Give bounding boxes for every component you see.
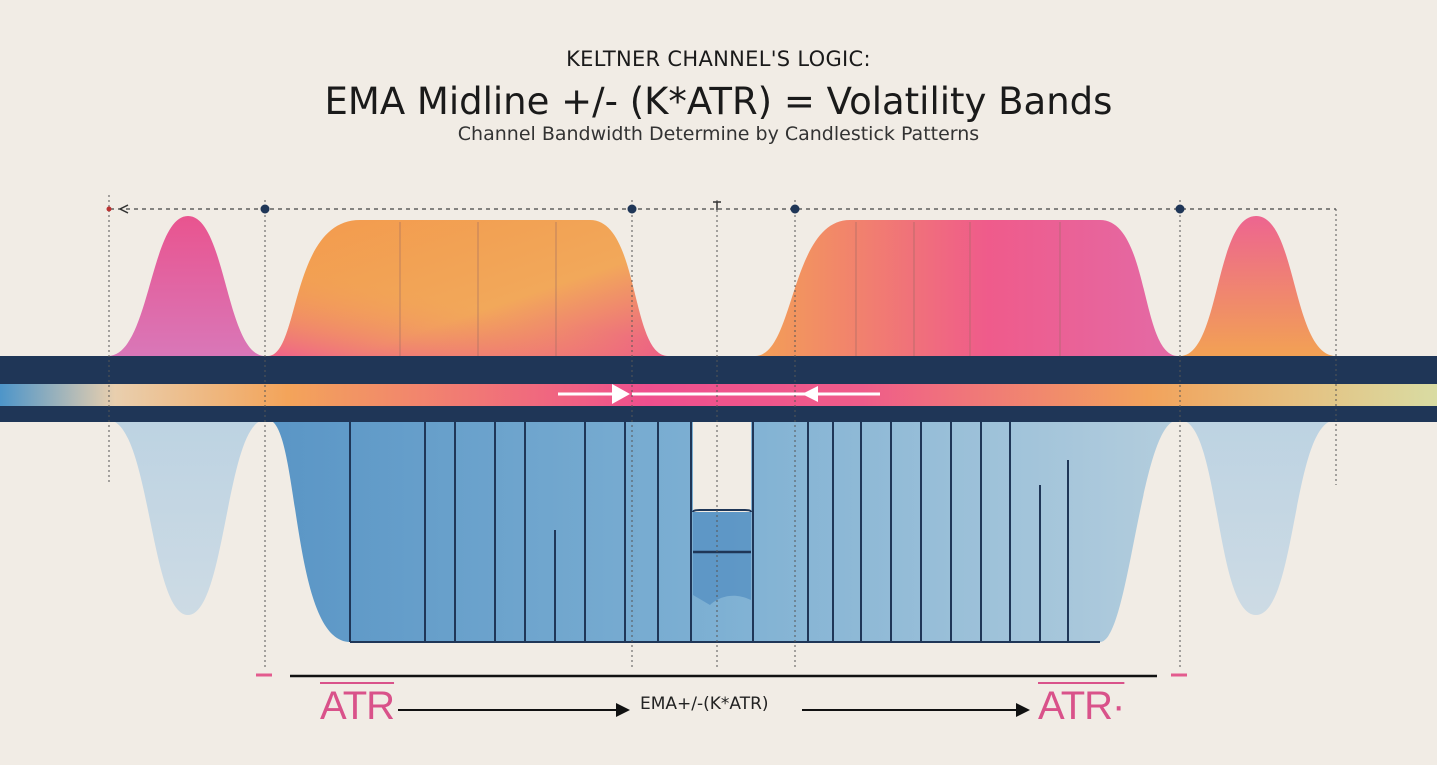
upper-dividers [399,222,1061,356]
midline-arrows [558,384,880,404]
atr-label-left: ATR [320,684,395,728]
vertical-guides [108,195,1337,670]
atr-label-right: ATR· [1038,684,1125,728]
center-candle [693,512,751,605]
lower-hump-left [108,420,265,615]
upper-band-left-overlay [268,220,668,356]
upper-hump-right [1180,216,1336,356]
center-marker-icon [713,201,721,210]
diagram-subtitle: Channel Bandwidth Determine by Candlesti… [457,123,980,145]
lower-candles [349,420,1100,643]
lower-hump-right [1180,420,1336,615]
formula-label: EMA+/-(K*ATR) [640,694,769,714]
upper-hump-left [108,216,265,356]
diagram-eyebrow: KELTNER CHANNEL'S LOGIC: [566,47,871,71]
guide-markers [106,204,1185,214]
diagram-title: EMA Midline +/- (K*ATR) = Volatility Ban… [324,80,1113,123]
upper-band-right [755,220,1178,356]
center-gap [693,420,751,512]
formula-arrows [398,703,1030,717]
left-marker-icon [118,204,129,214]
